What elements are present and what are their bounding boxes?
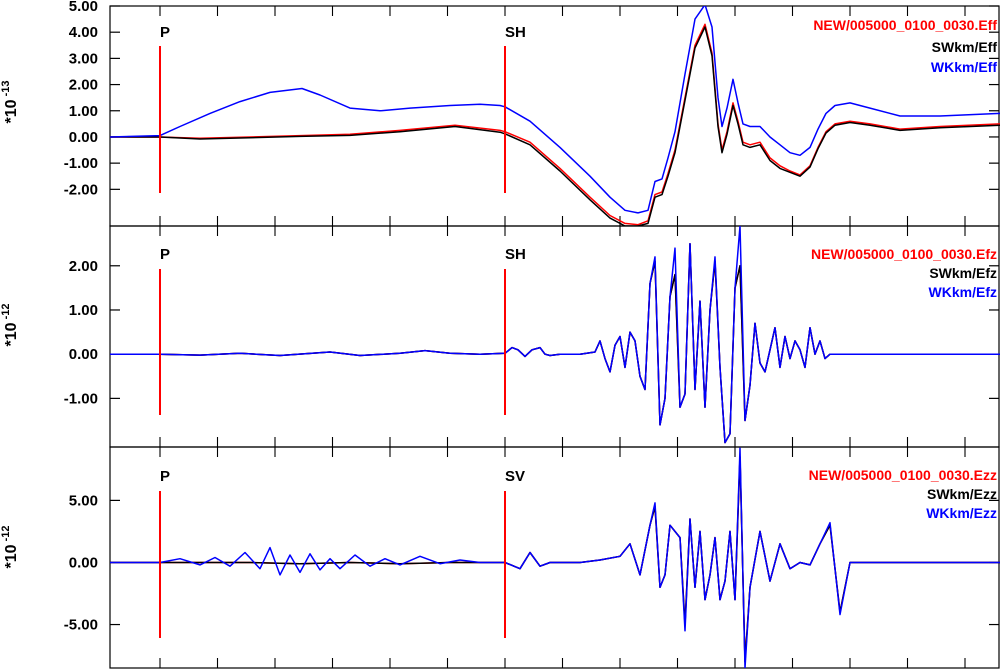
phase-label-P: P <box>160 246 170 263</box>
y-axis-label: *10 -12 <box>0 304 20 347</box>
phase-label-P: P <box>160 24 170 41</box>
y-tick-label: 3.00 <box>69 50 98 67</box>
y-tick-label: 0.00 <box>69 129 98 146</box>
series-line-WKkm/Ezz <box>110 447 1000 668</box>
legend-entry: NEW/005000_0100_0030.Eff <box>813 17 997 33</box>
y-tick-label: 1.00 <box>69 302 98 319</box>
y-tick-label: 2.00 <box>69 258 98 275</box>
y-tick-label: -1.00 <box>64 155 98 172</box>
panel-frame <box>109 446 1000 669</box>
y-tick-label: 0.00 <box>69 554 98 571</box>
y-tick-label: 2.00 <box>69 77 98 94</box>
panel-1: 5.00 4.00 3.00 2.00 1.00 0.00 -1.00 -2.00 *10 -1… <box>0 0 1000 227</box>
series-line-WKkm/Efz <box>110 226 1000 444</box>
y-axis-label-base: *10 <box>3 99 20 123</box>
legend-entry: SWkm/Ezz <box>927 486 997 502</box>
series-line-SWkm/Eff <box>110 26 1000 226</box>
phase-label-SV: SV <box>505 468 525 485</box>
y-axis-label-exponent: -12 <box>0 526 12 545</box>
legend-entry: NEW/005000_0100_0030.Ezz <box>809 467 997 483</box>
panel-frame <box>109 5 1000 227</box>
y-axis-label-exponent: -12 <box>0 304 12 323</box>
legend-entry: SWkm/Eff <box>932 39 998 55</box>
series-line-SWkm/Ezz <box>110 456 1000 663</box>
y-tick-label: -1.00 <box>64 390 98 407</box>
phase-label-SH: SH <box>505 246 526 263</box>
y-tick-label: 1.00 <box>69 103 98 120</box>
series-line-SWkm/Efz <box>110 242 1000 444</box>
y-axis-label-base: *10 <box>3 322 20 346</box>
panel-3: 5.00 0.00 -5.00 *10 -12 P SV NEW/005000_0100_0… <box>0 446 1000 669</box>
series-line-WKkm/Eff <box>110 6 1000 214</box>
legend-entry: WKkm/Eff <box>931 59 997 75</box>
y-tick-label: 5.00 <box>69 492 98 509</box>
y-tick-label: 4.00 <box>69 24 98 41</box>
series-line-NEW/005000_0100_0030.Ezz <box>110 456 1000 663</box>
y-axis-label-base: *10 <box>3 544 20 568</box>
y-tick-label: 0.00 <box>69 346 98 363</box>
legend-entry: SWkm/Efz <box>929 265 997 281</box>
y-axis-label: *10 -12 <box>0 526 20 569</box>
phase-label-P: P <box>160 468 170 485</box>
series-line-NEW/005000_0100_0030.Efz <box>110 242 1000 444</box>
y-tick-label: -2.00 <box>64 181 98 198</box>
y-axis-label: *10 -13 <box>0 81 20 124</box>
legend-entry: WKkm/Efz <box>929 284 997 300</box>
y-tick-label: -5.00 <box>64 617 98 634</box>
legend-entry: WKkm/Ezz <box>926 505 997 521</box>
phase-label-SH: SH <box>505 24 526 41</box>
legend-entry: NEW/005000_0100_0030.Efz <box>811 246 997 262</box>
y-axis-label-exponent: -13 <box>0 81 12 100</box>
y-tick-label: 5.00 <box>69 0 98 15</box>
panel-2: 2.00 1.00 0.00 -1.00 *10 -12 P SH NEW/005000_01… <box>0 225 1000 448</box>
